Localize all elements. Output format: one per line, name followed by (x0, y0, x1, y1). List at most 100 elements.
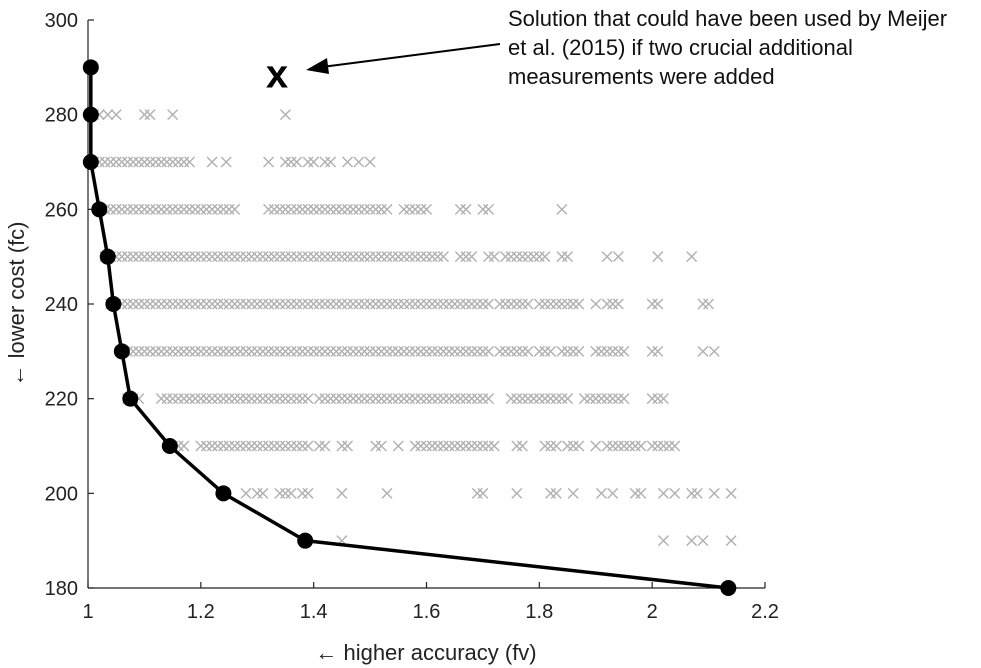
candidate-point (398, 345, 410, 357)
candidate-point (567, 440, 579, 452)
candidate-point (189, 251, 201, 263)
candidate-point (206, 345, 218, 357)
candidate-point (725, 487, 737, 499)
candidate-point (172, 298, 184, 310)
candidate-point (150, 251, 162, 263)
candidate-point (516, 345, 528, 357)
pareto-point (105, 296, 122, 312)
candidate-solutions (88, 109, 737, 547)
candidate-point (353, 298, 365, 310)
candidate-point (279, 487, 291, 499)
candidate-point (279, 298, 291, 310)
candidate-point (426, 393, 438, 405)
candidate-point (234, 345, 246, 357)
candidate-point (240, 251, 252, 263)
candidate-point (562, 298, 574, 310)
candidate-point (308, 345, 320, 357)
annotation-marker: x (266, 52, 288, 96)
candidate-point (708, 487, 720, 499)
candidate-point (172, 393, 184, 405)
candidate-point (375, 298, 387, 310)
candidate-point (573, 298, 585, 310)
candidate-point (657, 440, 669, 452)
candidate-point (612, 298, 624, 310)
candidate-point (550, 487, 562, 499)
candidate-point (612, 440, 624, 452)
candidate-point (274, 251, 286, 263)
candidate-point (212, 251, 224, 263)
candidate-point (138, 298, 150, 310)
x-tick-label: 1 (82, 601, 93, 623)
candidate-point (336, 487, 348, 499)
candidate-point (460, 393, 472, 405)
x-axis-label: ← higher accuracy (fv) (315, 640, 536, 665)
candidate-point (296, 203, 308, 215)
candidate-point (138, 203, 150, 215)
candidate-point (167, 251, 179, 263)
candidate-point (274, 440, 286, 452)
candidate-point (567, 487, 579, 499)
candidate-point (240, 440, 252, 452)
candidate-point (669, 487, 681, 499)
candidate-point (127, 203, 139, 215)
x-tick-label: 1.6 (413, 601, 441, 623)
candidate-point (375, 440, 387, 452)
candidate-point (426, 440, 438, 452)
y-tick-label: 280 (45, 105, 78, 127)
candidate-point (144, 109, 156, 121)
candidate-point (477, 345, 489, 357)
candidate-point (392, 345, 404, 357)
candidate-point (223, 393, 235, 405)
candidate-point (358, 298, 370, 310)
candidate-point (409, 345, 421, 357)
candidate-point (161, 298, 173, 310)
candidate-point (466, 345, 478, 357)
candidate-point (437, 251, 449, 263)
candidate-point (375, 393, 387, 405)
candidate-point (285, 156, 297, 168)
candidate-point (629, 440, 641, 452)
candidate-point (268, 440, 280, 452)
candidate-point (342, 345, 354, 357)
candidate-point (263, 251, 275, 263)
candidate-point (246, 251, 258, 263)
candidate-point (302, 251, 314, 263)
candidate-point (460, 251, 472, 263)
candidate-point (116, 156, 128, 168)
candidate-point (167, 109, 179, 121)
candidate-point (528, 251, 540, 263)
candidate-point (483, 440, 495, 452)
candidate-point (330, 393, 342, 405)
candidate-point (206, 251, 218, 263)
candidate-point (200, 345, 212, 357)
candidate-point (302, 393, 314, 405)
candidate-point (545, 440, 557, 452)
candidate-point (178, 203, 190, 215)
candidate-point (325, 393, 337, 405)
candidate-point (392, 393, 404, 405)
candidate-point (195, 393, 207, 405)
candidate-point (172, 345, 184, 357)
candidate-point (652, 251, 664, 263)
y-tick-label: 300 (45, 10, 78, 32)
candidate-point (223, 203, 235, 215)
candidate-point (155, 251, 167, 263)
candidate-point (370, 203, 382, 215)
candidate-point (172, 203, 184, 215)
candidate-point (319, 156, 331, 168)
candidate-point (550, 298, 562, 310)
candidate-point (404, 298, 416, 310)
candidate-point (353, 345, 365, 357)
candidate-point (601, 393, 613, 405)
candidate-point (240, 487, 252, 499)
candidate-point (127, 251, 139, 263)
candidate-point (223, 298, 235, 310)
candidate-point (477, 393, 489, 405)
candidate-point (494, 345, 506, 357)
y-tick-label: 200 (45, 483, 78, 505)
candidate-point (200, 298, 212, 310)
candidate-point (392, 298, 404, 310)
candidate-point (319, 251, 331, 263)
candidate-point (234, 251, 246, 263)
candidate-point (296, 487, 308, 499)
